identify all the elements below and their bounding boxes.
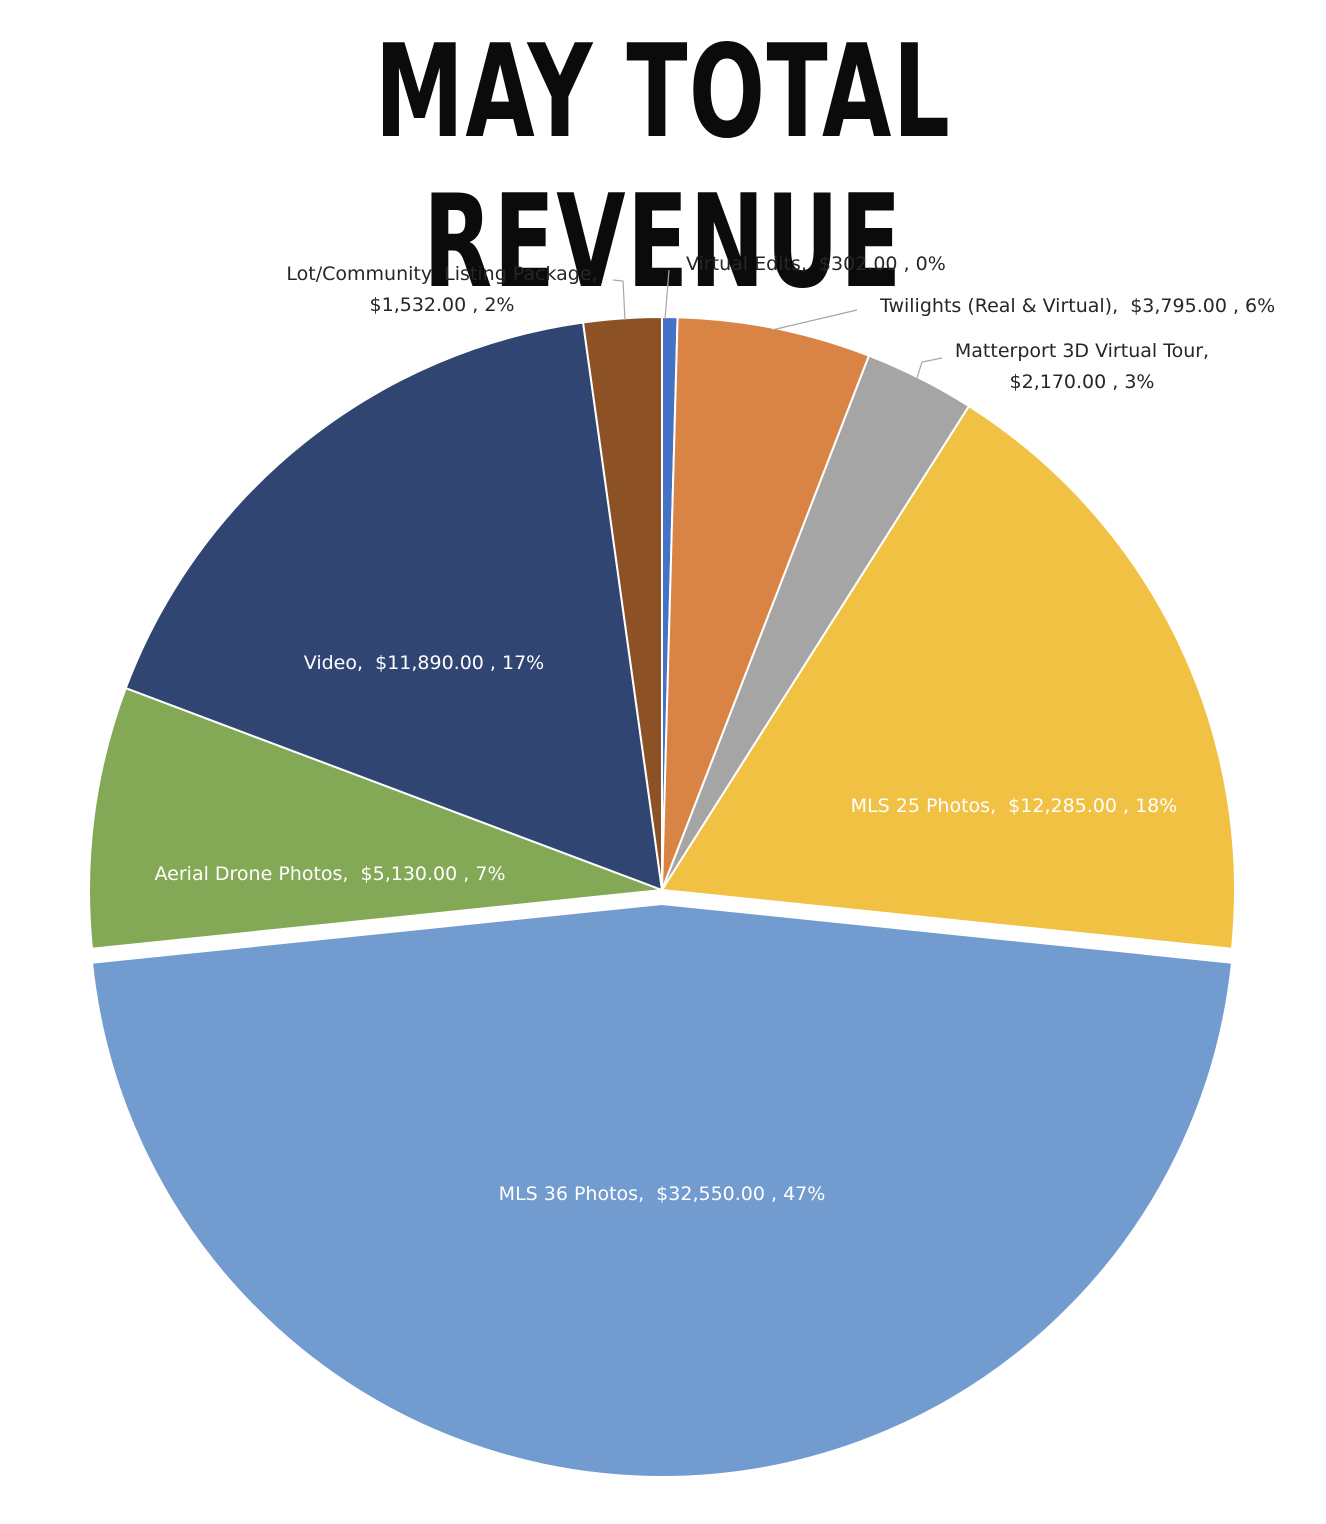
data-label-line: MLS 25 Photos, $12,285.00 , 18% [851, 795, 1178, 817]
pie-slices [88, 315, 1236, 1478]
data-label-line: Twilights (Real & Virtual), $3,795.00 , … [879, 295, 1275, 317]
leader-line-matterport-3d-virtual-tour [916, 357, 943, 379]
data-label-virtual-edits: Virtual Edits, $302.00 , 0% [686, 253, 946, 275]
data-label-mls-25-photos: MLS 25 Photos, $12,285.00 , 18% [851, 795, 1178, 817]
data-label-lot-community-listing-package: Lot/Community Listing Package, $1,532.00 … [286, 263, 597, 316]
chart-title: MAY TOTAL REVENUE [374, 18, 952, 317]
data-label-line: $2,170.00 , 3% [1010, 371, 1155, 393]
data-label-matterport-3d-virtual-tour: Matterport 3D Virtual Tour, $2,170.00 , 3… [955, 340, 1209, 393]
pie-slice-twilights-real-virtual [661, 316, 871, 891]
data-label-twilights-real-virtual: Twilights (Real & Virtual), $3,795.00 , … [879, 295, 1275, 317]
data-label-line: Matterport 3D Virtual Tour, [955, 340, 1209, 362]
data-label-line: Virtual Edits, $302.00 , 0% [686, 253, 946, 275]
leader-line-lot-community-listing-package [612, 279, 626, 321]
pie-slice-mls-25-photos [660, 404, 1236, 950]
data-label-line: MLS 36 Photos, $32,550.00 , 47% [499, 1183, 826, 1205]
data-label-line: Video, $11,890.00 , 17% [304, 652, 545, 674]
data-label-line: $1,532.00 , 2% [370, 294, 515, 316]
leader-line-twilights-real-virtual [771, 309, 858, 331]
pie-slice-mls-36-photos [90, 902, 1234, 1478]
leader-line-virtual-edits [664, 269, 670, 320]
data-label-aerial-drone-photos: Aerial Drone Photos, $5,130.00 , 7% [155, 863, 506, 885]
data-labels: Virtual Edits, $302.00 , 0% Twilights (Re… [155, 253, 1276, 1205]
data-label-video: Video, $11,890.00 , 17% [304, 652, 545, 674]
pie-slice-video [124, 321, 664, 892]
pie-slice-lot-community-listing-package [581, 315, 663, 891]
leader-lines [612, 269, 943, 379]
data-label-mls-36-photos: MLS 36 Photos, $32,550.00 , 47% [499, 1183, 826, 1205]
pie-slice-aerial-drone-photos [88, 686, 663, 950]
data-label-line: Lot/Community Listing Package, [286, 263, 597, 285]
data-label-line: Aerial Drone Photos, $5,130.00 , 7% [155, 863, 506, 885]
